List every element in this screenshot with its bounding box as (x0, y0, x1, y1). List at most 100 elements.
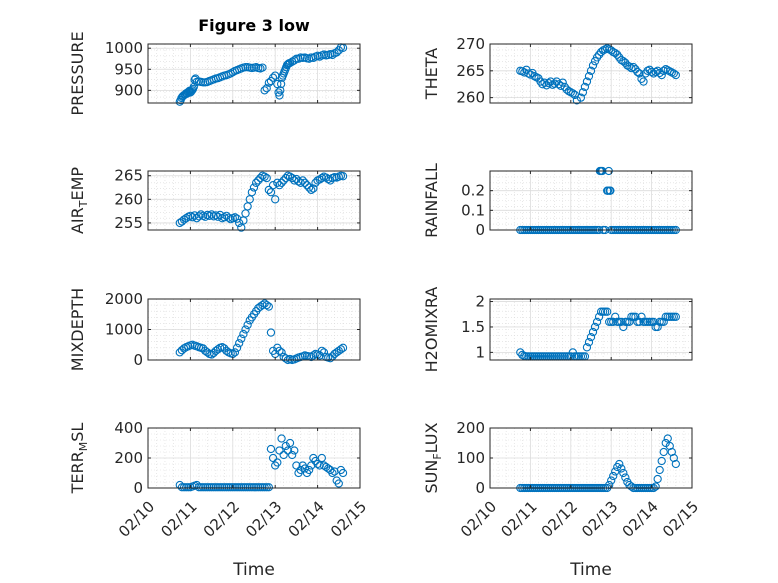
x-tick-label: 02/15 (659, 498, 702, 541)
data-point (317, 346, 326, 355)
data-point (321, 462, 331, 472)
data-point (671, 312, 680, 321)
y-tick-label: 950 (114, 60, 143, 78)
data-point (588, 61, 598, 70)
data-point (262, 173, 271, 183)
data-point (277, 178, 286, 187)
data-point (230, 348, 240, 357)
data-point (315, 52, 324, 61)
x-tick-label: 02/15 (327, 498, 370, 541)
data-point (279, 176, 288, 185)
data-point (637, 312, 646, 321)
data-point (273, 458, 282, 467)
subplot-theta: 260 265 270 THETA (422, 35, 693, 107)
data-point (218, 483, 227, 492)
data-point (249, 483, 259, 492)
data-point (338, 172, 348, 181)
data-point (182, 214, 191, 223)
y-tick-label: 265 (456, 62, 485, 80)
data-point (336, 345, 346, 354)
data-point (617, 317, 626, 327)
data-point (213, 483, 223, 492)
x-tick-label: 02/10 (115, 498, 158, 541)
data-point (230, 213, 240, 222)
data-point (264, 78, 273, 87)
data-point (328, 468, 337, 478)
subplot-pressure: 900 950 1000 Figure 3 low PRESSURE (68, 16, 361, 116)
data-point (294, 54, 303, 63)
data-point (268, 453, 278, 463)
data-point (222, 483, 231, 492)
data-point (313, 459, 322, 469)
data-point (625, 317, 634, 327)
axes-box (489, 43, 693, 104)
data-point (607, 476, 616, 485)
data-point (319, 461, 329, 470)
data-point (203, 483, 212, 492)
data-point (243, 320, 252, 330)
data-point (667, 447, 676, 457)
data-point (328, 50, 337, 60)
data-point (290, 446, 299, 455)
data-point (196, 210, 206, 219)
data-point (182, 483, 191, 492)
data-point (292, 461, 301, 470)
y-tick-label: 255 (114, 214, 143, 232)
data-point (582, 77, 592, 86)
data-point (264, 302, 273, 311)
data-point (187, 87, 196, 96)
data-point (334, 479, 343, 488)
x-tick-label: 02/13 (242, 498, 285, 541)
data-point (300, 178, 310, 187)
data-point (304, 465, 314, 475)
data-point (262, 300, 271, 310)
data-point (657, 456, 666, 466)
data-point (582, 343, 592, 352)
data-point (586, 66, 596, 75)
x-tick-label: 02/11 (157, 498, 200, 541)
data-point (338, 468, 348, 478)
data-point (275, 181, 284, 190)
axes-box (147, 43, 361, 104)
y-axis-label: RAINFALL (422, 163, 441, 238)
data-point (292, 54, 301, 63)
data-point (321, 173, 331, 182)
data-point (254, 176, 263, 185)
data-point (307, 461, 316, 470)
y-tick-label: 1 (475, 343, 485, 361)
y-axis-label: AIRTEMP (68, 167, 90, 234)
data-point (580, 82, 590, 92)
data-point (659, 66, 668, 75)
data-point (619, 322, 628, 332)
data-point (637, 74, 646, 84)
data-point (609, 317, 618, 327)
data-point (241, 325, 250, 334)
data-point (592, 53, 602, 62)
data-point (237, 334, 246, 343)
data-point (671, 70, 680, 80)
data-point (275, 91, 284, 100)
data-point (232, 343, 242, 352)
y-axis-label: TERRMSL (68, 423, 90, 495)
data-point (268, 73, 278, 82)
data-point (606, 186, 615, 195)
data-point (283, 60, 293, 69)
x-tick-label: 02/10 (457, 498, 500, 541)
data-point (586, 332, 596, 342)
data-point (635, 69, 644, 78)
axes-box (489, 298, 693, 361)
data-point (275, 346, 284, 355)
data-point (207, 483, 216, 492)
data-point (277, 348, 286, 357)
x-tick-label: 02/12 (200, 498, 243, 541)
data-point (266, 444, 276, 454)
data-point (669, 69, 678, 78)
data-point (302, 181, 312, 190)
data-point (584, 338, 594, 347)
data-point (251, 483, 261, 492)
data-point (603, 307, 612, 316)
data-point (590, 322, 600, 332)
data-point (264, 185, 273, 195)
